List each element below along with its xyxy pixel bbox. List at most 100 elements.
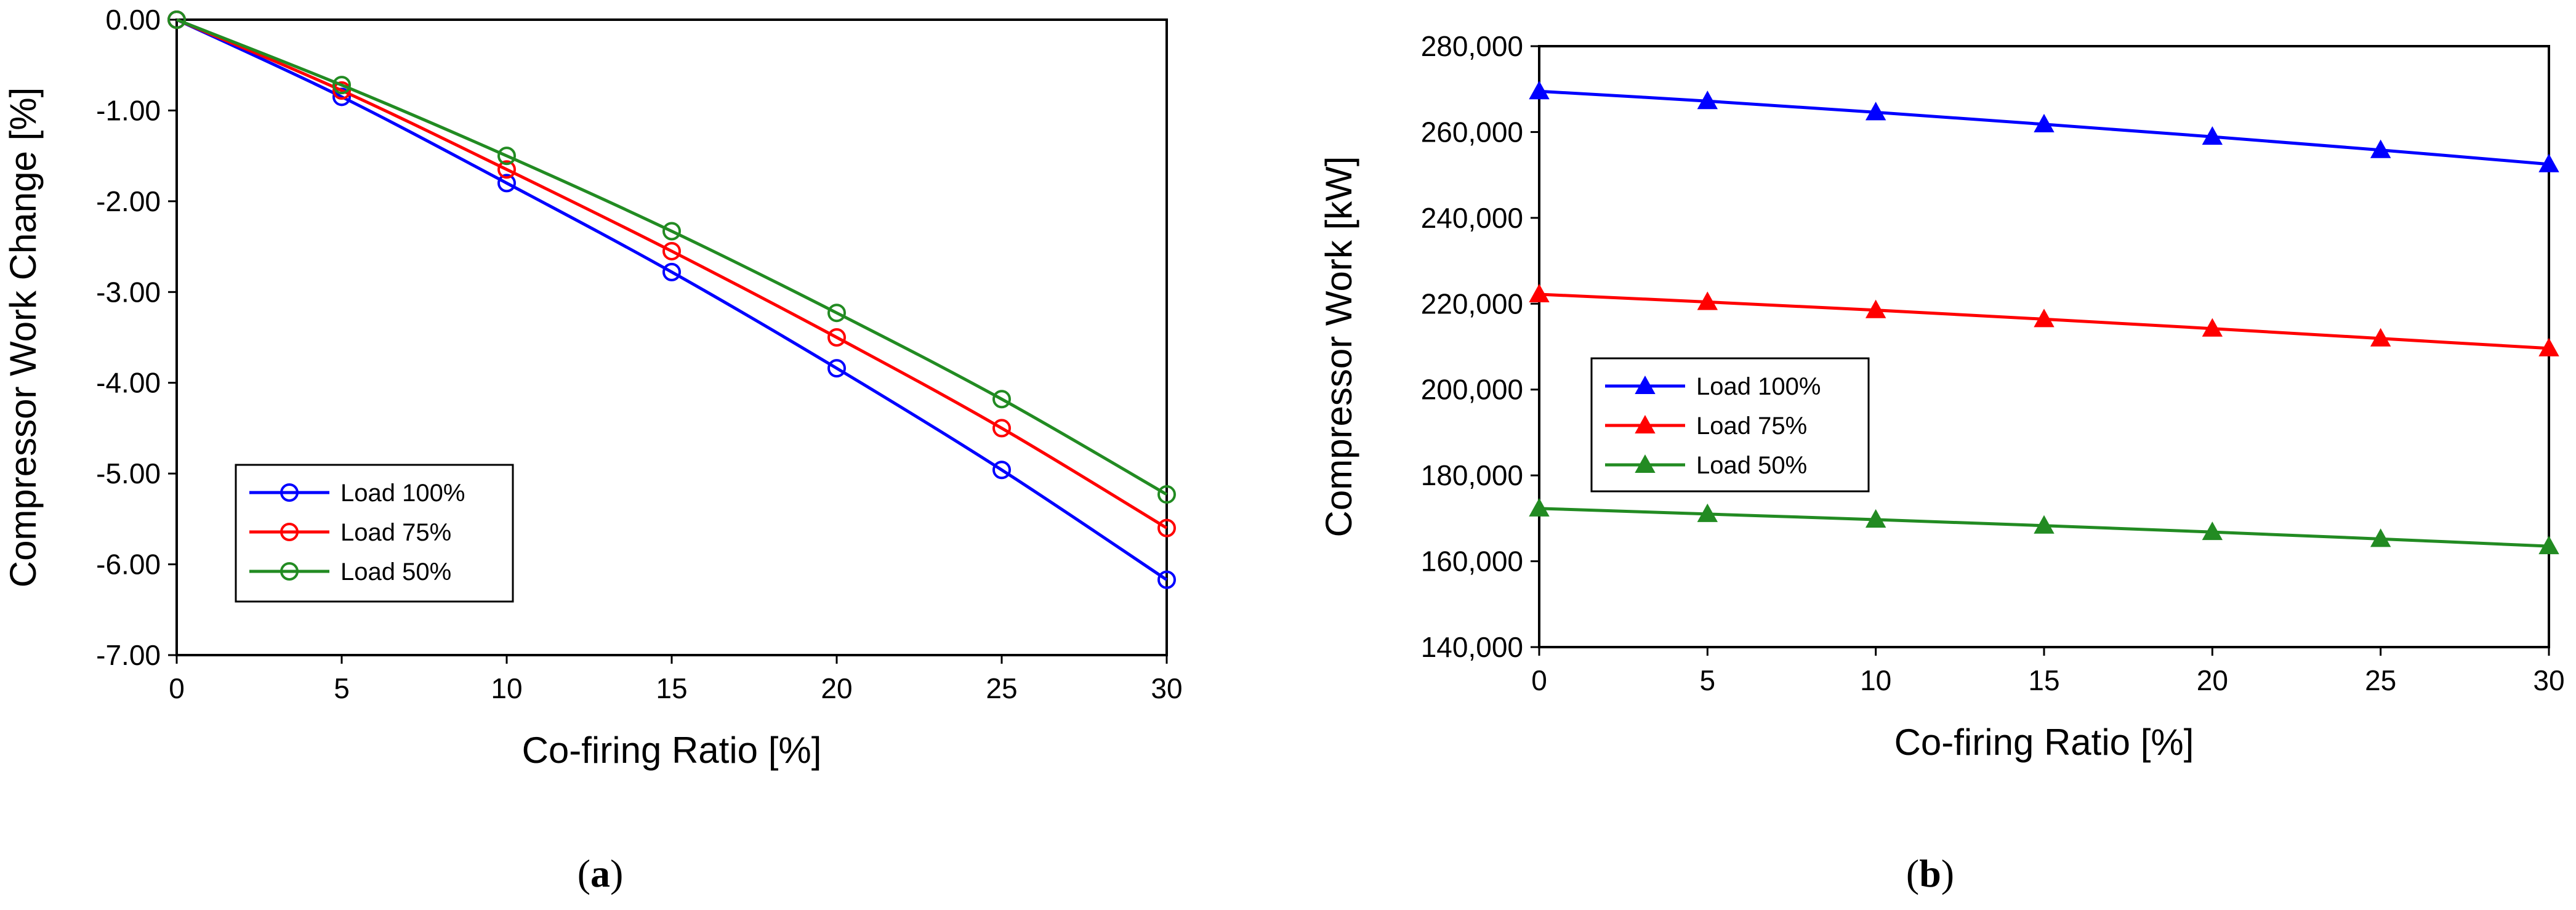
series-line: [176, 18, 1168, 529]
y-tick-label: -6.00: [96, 549, 161, 581]
data-point: [2538, 536, 2559, 555]
x-tick-label: 25: [2365, 664, 2396, 696]
data-point: [1697, 291, 1718, 310]
panel-b-caption: (b): [1906, 852, 1954, 895]
data-point: [1529, 497, 1550, 517]
data-point: [2538, 153, 2559, 172]
series-load-100-: [1529, 81, 2559, 172]
data-point: [2034, 515, 2055, 534]
panel-a-caption: (a): [578, 852, 624, 895]
y-tick-label: -7.00: [96, 639, 161, 671]
data-point: [2034, 308, 2055, 328]
series-load-75-: [1529, 283, 2559, 356]
data-point: [992, 390, 1011, 409]
data-point: [2538, 337, 2559, 356]
panel-b-chart: 280,000 260,000 240,000 220,000 200,000 180,0…: [1318, 30, 2565, 895]
data-point: [992, 461, 1011, 480]
panel-b-x-ticks: 0 5 10 15 20 25 30: [1531, 647, 2565, 696]
data-point: [1865, 299, 1886, 318]
panel-b-legend: Load 100% Load 75% Load 50%: [1590, 357, 1870, 493]
panel-b-x-axis-label: Co-firing Ratio [%]: [1894, 722, 2194, 763]
data-point: [1865, 102, 1886, 121]
data-point: [1529, 283, 1550, 302]
data-point: [167, 10, 186, 29]
data-point: [662, 262, 681, 281]
data-point: [332, 76, 351, 95]
y-tick-label: 240,000: [1421, 202, 1523, 234]
legend-marker: [1635, 454, 1656, 473]
data-point: [2034, 113, 2055, 132]
y-tick-label: -3.00: [96, 276, 161, 308]
panel-b-caption-letter: b: [1919, 852, 1941, 895]
y-tick-label: -1.00: [96, 94, 161, 126]
x-tick-label: 30: [1151, 672, 1182, 704]
data-point: [662, 222, 681, 241]
data-point: [2370, 328, 2391, 347]
x-tick-label: 0: [1531, 664, 1547, 696]
data-point: [2370, 528, 2391, 547]
legend-item: Load 75%: [249, 519, 451, 546]
data-point: [1697, 91, 1718, 110]
legend-label: Load 75%: [1696, 413, 1807, 440]
legend-item: Load 75%: [1605, 413, 1807, 440]
x-tick-label: 5: [1700, 664, 1716, 696]
panel-b-y-ticks: 280,000 260,000 240,000 220,000 200,000 180,0…: [1421, 30, 1539, 663]
y-tick-label: -4.00: [96, 367, 161, 399]
x-tick-label: 20: [821, 672, 852, 704]
data-point: [827, 304, 846, 323]
legend-label: Load 50%: [340, 558, 451, 586]
legend-marker: [280, 562, 299, 581]
legend-label: Load 100%: [1696, 373, 1821, 400]
legend-label: Load 75%: [340, 519, 451, 546]
data-point: [992, 419, 1011, 438]
legend-item: Load 100%: [249, 480, 465, 507]
y-tick-label: -5.00: [96, 457, 161, 489]
x-tick-label: 20: [2197, 664, 2228, 696]
series-load-75-: [167, 10, 1176, 538]
x-tick-label: 30: [2533, 664, 2564, 696]
y-tick-label: 220,000: [1421, 288, 1523, 320]
y-tick-label: 200,000: [1421, 374, 1523, 406]
y-tick-label: 280,000: [1421, 30, 1523, 62]
y-tick-label: 180,000: [1421, 459, 1523, 491]
data-point: [1157, 485, 1176, 504]
data-point: [332, 81, 351, 100]
x-tick-label: 15: [656, 672, 687, 704]
data-point: [497, 174, 516, 193]
data-point: [497, 160, 516, 179]
legend-item: Load 50%: [249, 558, 451, 586]
panel-a-x-axis-label: Co-firing Ratio [%]: [522, 730, 822, 771]
data-point: [2202, 318, 2223, 337]
panel-a-x-ticks: 0 5 10 15 20 25 30: [169, 655, 1183, 704]
legend-marker: [1635, 414, 1656, 433]
series-line: [176, 18, 1168, 496]
data-point: [2370, 139, 2391, 158]
legend-item: Load 100%: [1605, 373, 1821, 400]
legend-item: Load 50%: [1605, 452, 1807, 479]
panel-a-y-ticks: 0.00 -1.00 -2.00 -3.00 -4.00 -5.00 -6.00 -7.00: [96, 4, 177, 671]
data-point: [1157, 518, 1176, 538]
legend-label: Load 50%: [1696, 452, 1807, 479]
panel-a-series: [167, 10, 1176, 589]
series-line: [175, 18, 1168, 581]
y-tick-label: -2.00: [96, 185, 161, 217]
data-point: [1865, 509, 1886, 528]
y-tick-label: 260,000: [1421, 116, 1523, 148]
panel-a-y-axis-label: Compressor Work Change [%]: [2, 87, 44, 588]
data-point: [1697, 503, 1718, 522]
x-tick-label: 25: [986, 672, 1017, 704]
y-tick-label: 0.00: [105, 4, 161, 36]
series-load-100-: [167, 10, 1176, 589]
y-tick-label: 160,000: [1421, 546, 1523, 578]
data-point: [1529, 81, 1550, 100]
legend-marker: [280, 483, 299, 502]
data-point: [2202, 521, 2223, 541]
y-tick-label: 140,000: [1421, 631, 1523, 663]
x-tick-label: 0: [169, 672, 185, 704]
data-point: [1157, 570, 1176, 589]
panel-b-series: [1529, 81, 2559, 555]
x-tick-label: 5: [334, 672, 350, 704]
data-point: [827, 359, 846, 378]
panel-b-y-axis-label: Compressor Work [kW]: [1318, 156, 1359, 538]
